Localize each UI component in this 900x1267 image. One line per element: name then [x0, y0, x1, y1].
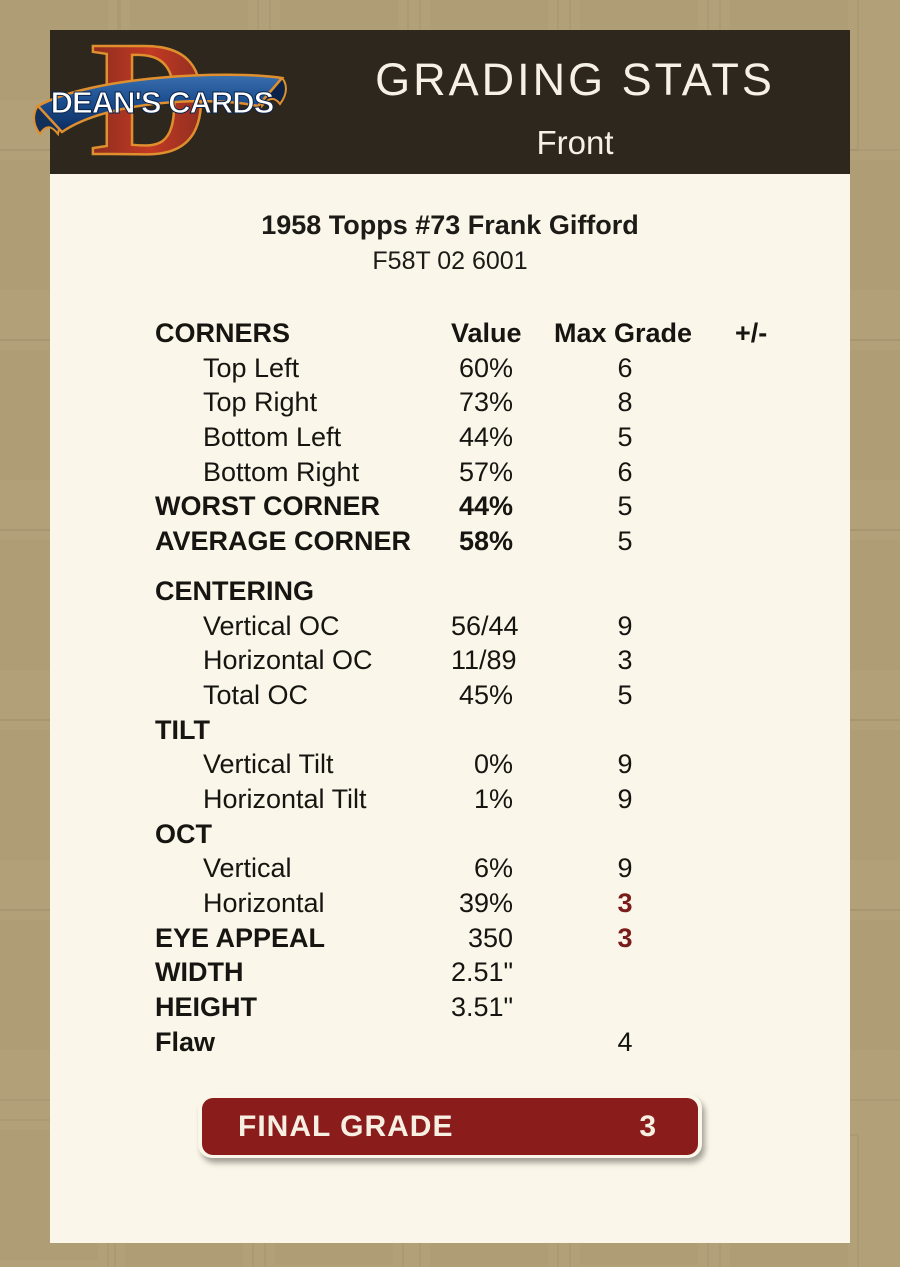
svg-text:DEAN'S CARDS: DEAN'S CARDS [51, 85, 274, 120]
